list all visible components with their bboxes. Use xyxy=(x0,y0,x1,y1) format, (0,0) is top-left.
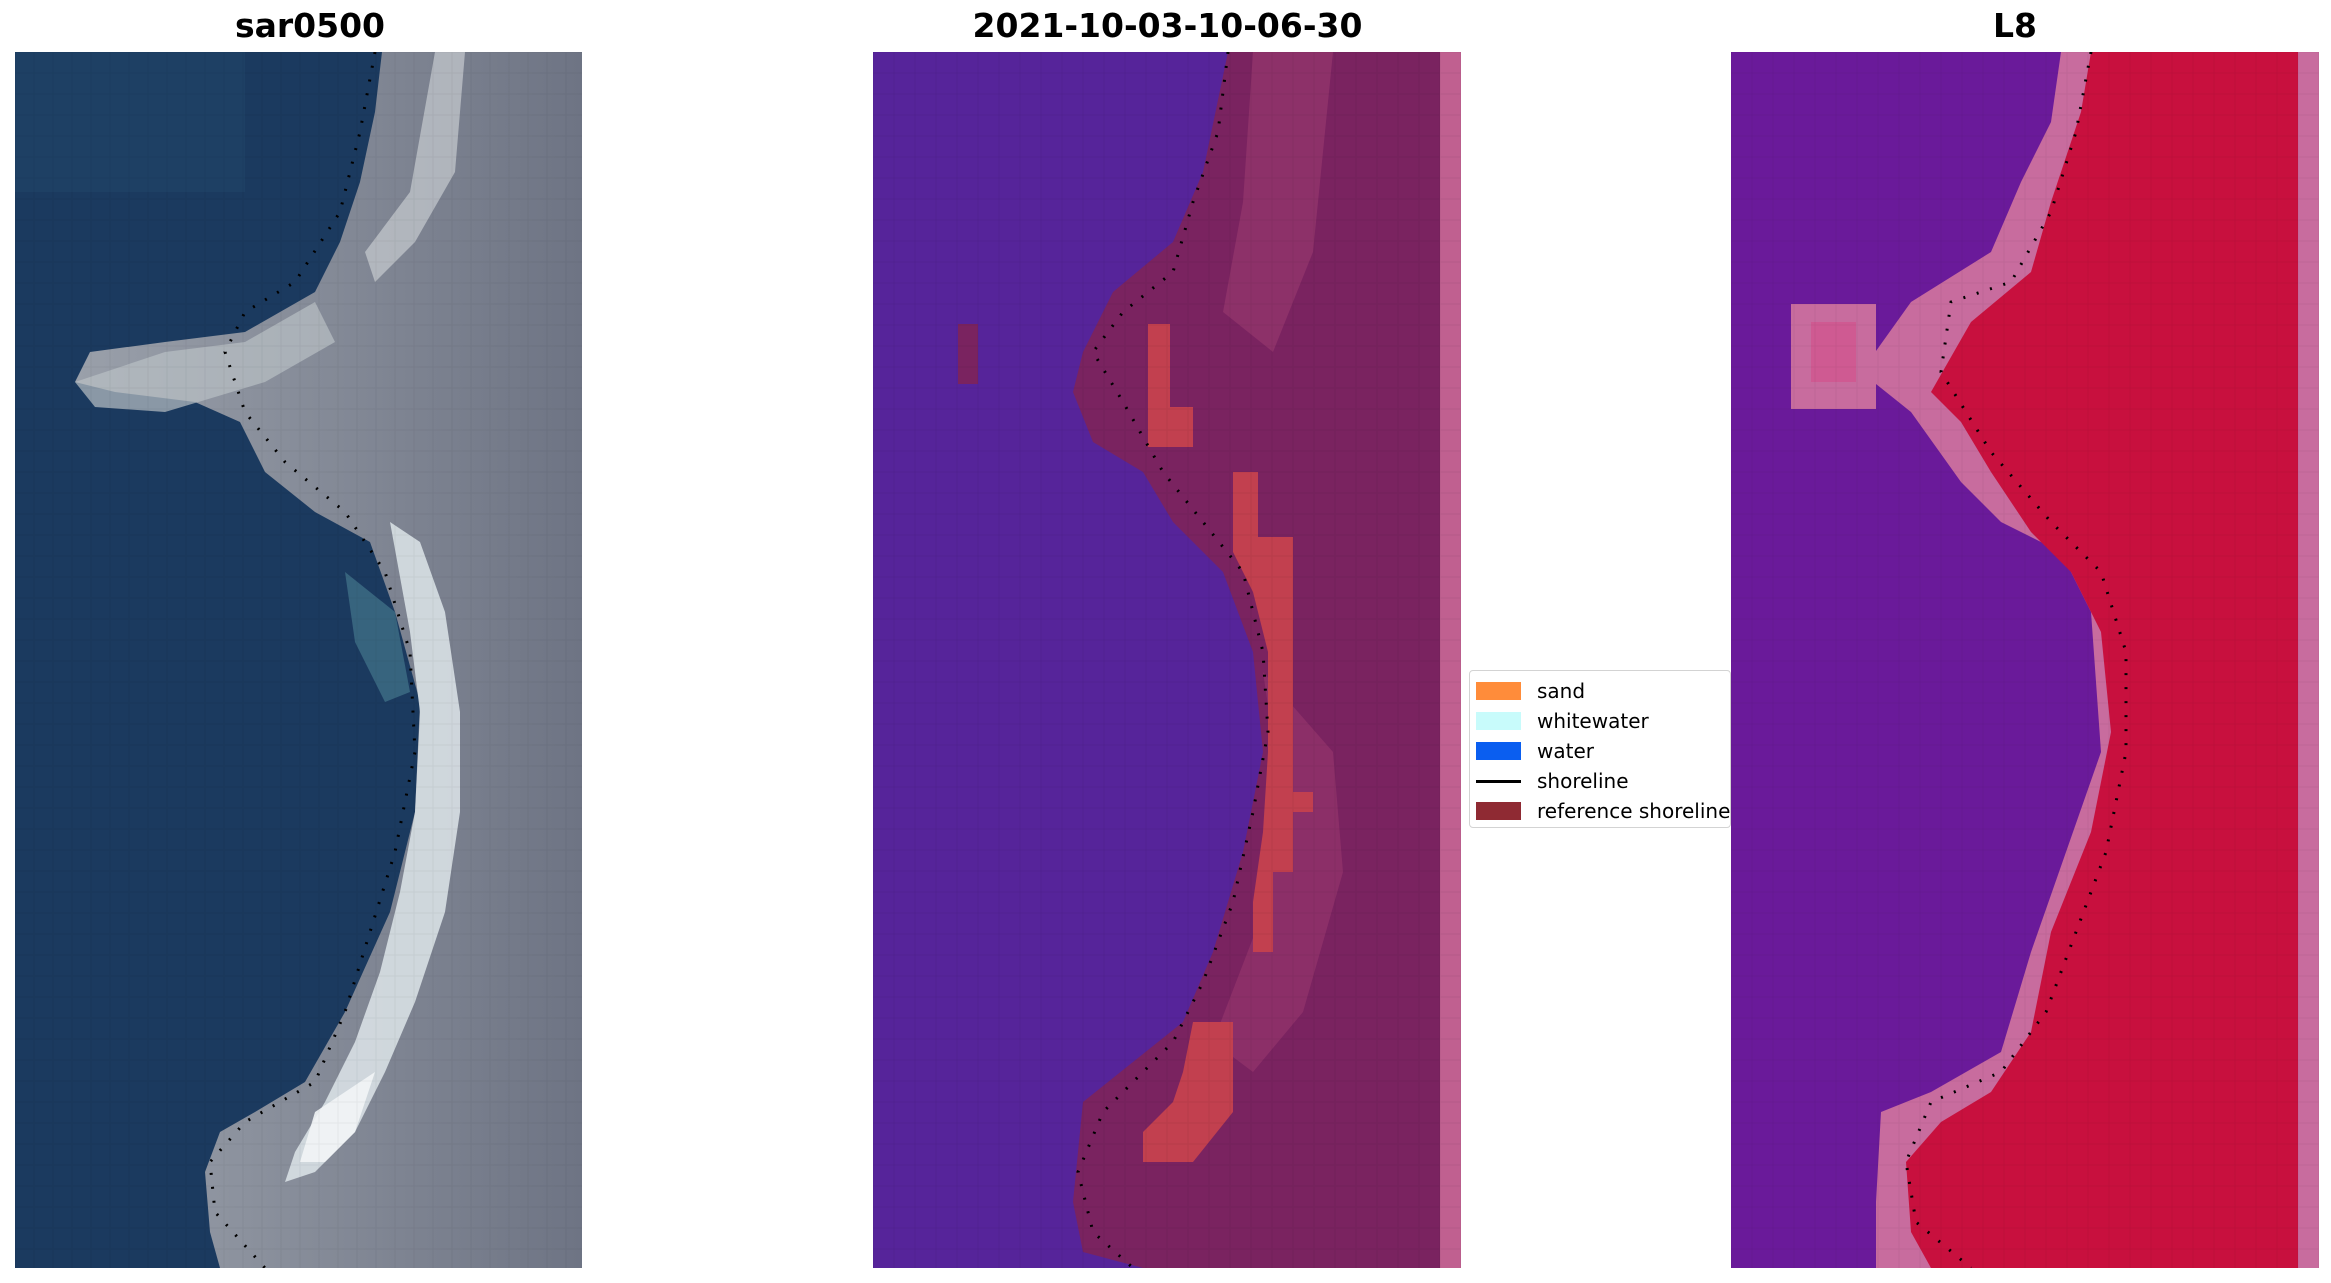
classification-map xyxy=(873,52,1461,1268)
l8-index-map xyxy=(1731,52,2319,1268)
legend-label: sand xyxy=(1537,679,1586,703)
legend: sand whitewater water shoreline referenc… xyxy=(1469,670,1731,828)
legend-label: shoreline xyxy=(1537,769,1629,793)
middle-panel-title: 2021-10-03-10-06-30 xyxy=(972,6,1363,45)
legend-label: reference shoreline xyxy=(1537,799,1731,823)
legend-line-shoreline xyxy=(1476,779,1521,783)
legend-item-sand: sand xyxy=(1476,677,1585,705)
rgb-satellite-image xyxy=(15,52,582,1268)
legend-swatch-sand xyxy=(1476,682,1521,700)
legend-item-reference-shoreline: reference shoreline xyxy=(1476,797,1730,825)
l8-index-panel xyxy=(1731,52,2319,1268)
rgb-image-panel xyxy=(15,52,582,1268)
legend-swatch-reference-shoreline xyxy=(1476,802,1521,820)
left-panel-title: sar0500 xyxy=(234,6,386,45)
legend-item-water: water xyxy=(1476,737,1594,765)
legend-swatch-water xyxy=(1476,742,1521,760)
classified-image-panel xyxy=(873,52,1461,1268)
legend-label: water xyxy=(1537,739,1594,763)
classified-shoreline-dots xyxy=(1076,52,1270,1268)
legend-item-whitewater: whitewater xyxy=(1476,707,1649,735)
right-panel-title: L8 xyxy=(1993,6,2037,45)
legend-item-shoreline: shoreline xyxy=(1476,767,1629,795)
legend-label: whitewater xyxy=(1537,709,1649,733)
legend-swatch-whitewater xyxy=(1476,712,1521,730)
